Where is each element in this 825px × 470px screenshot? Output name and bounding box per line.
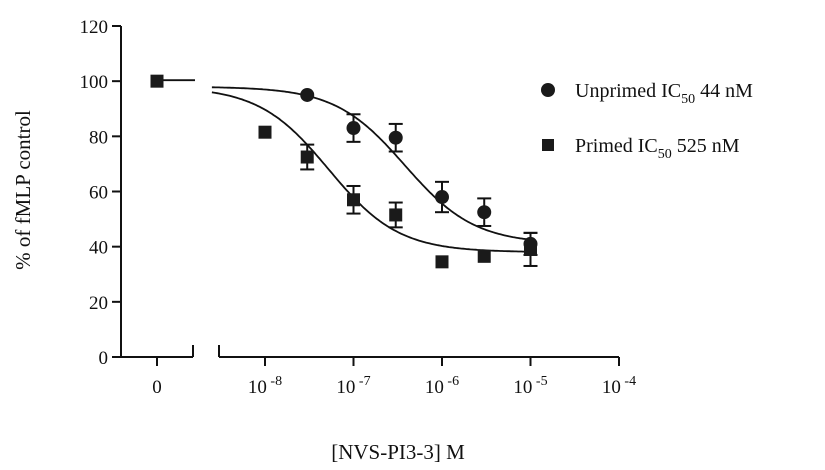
y-tick-label: 20 [89, 293, 108, 314]
x-tick-label: 10 -8 [248, 374, 282, 398]
data-point-square [150, 74, 164, 88]
data-point-circle [300, 87, 315, 102]
y-axis-ticks: 0 20 40 60 80 100 120 [80, 17, 121, 369]
legend-label: Unprimed IC50 44 nM [575, 80, 753, 107]
fit-curves [157, 79, 531, 253]
error-bars [300, 113, 538, 267]
x-axis-label: [NVS-PI3-3] M [331, 440, 465, 464]
data-point-square [435, 255, 449, 269]
y-tick-label: 80 [89, 127, 108, 148]
x-tick-label: 10 -5 [513, 374, 547, 398]
y-tick-label: 0 [99, 348, 109, 369]
data-point-square [300, 150, 314, 164]
legend-label: Primed IC50 525 nM [575, 135, 740, 162]
fit-curve-series-2 [211, 91, 531, 253]
y-tick-label: 40 [89, 238, 108, 259]
x-tick-label-zero: 0 [152, 377, 162, 398]
data-point-square [477, 249, 491, 263]
axes [120, 26, 619, 358]
y-tick-label: 60 [89, 183, 108, 204]
data-point-square [258, 125, 272, 139]
data-point-square [389, 208, 403, 222]
legend-marker-square [542, 139, 554, 151]
y-tick-label: 120 [80, 17, 109, 38]
data-markers [150, 74, 538, 269]
data-point-circle [435, 190, 449, 205]
x-tick-label: 10 -7 [336, 374, 370, 398]
legend: Unprimed IC50 44 nM Primed IC50 525 nM [541, 80, 753, 162]
data-point-circle [346, 121, 361, 136]
data-point-square [347, 193, 360, 207]
y-axis-label: % of fMLP control [11, 110, 35, 270]
x-tick-label: 10 -6 [425, 374, 459, 398]
legend-marker-circle [541, 83, 555, 97]
data-point-circle [477, 205, 492, 220]
y-tick-label: 100 [80, 72, 109, 93]
x-tick-label: 10 -4 [602, 374, 636, 398]
x-axis-ticks: 0 10 -8 10 -7 10 -6 10 -5 10 -4 [152, 357, 636, 398]
data-point-circle [388, 130, 403, 145]
data-point-square [524, 242, 537, 256]
